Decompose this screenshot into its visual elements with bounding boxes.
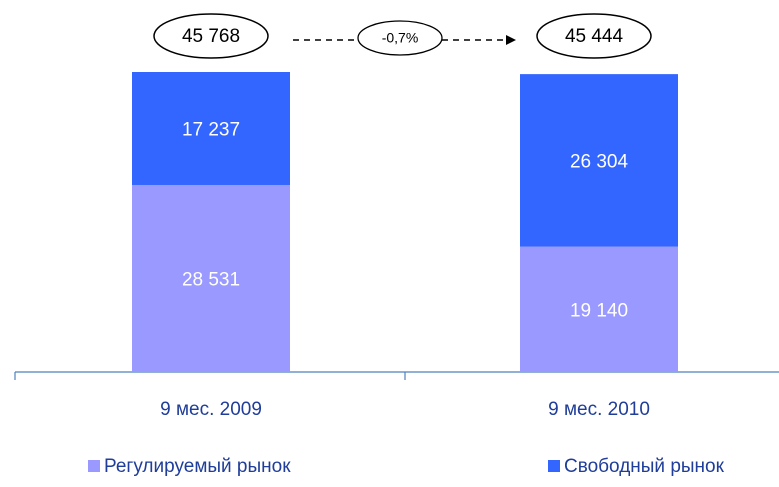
total-label: 45 444 [565, 26, 624, 47]
legend-label: Свободный рынок [564, 456, 725, 477]
total-bubble [153, 13, 269, 59]
value-label: 17 237 [182, 120, 240, 141]
bar-segment [520, 74, 678, 247]
bar-segment [132, 184, 290, 372]
total-label: 45 768 [182, 26, 240, 47]
total-bubble [536, 13, 652, 59]
x-tick-label: 9 мес. 2009 [160, 399, 262, 420]
value-label: 28 531 [182, 270, 240, 291]
x-tick-label: 9 мес. 2010 [548, 399, 650, 420]
change-bubble [357, 20, 443, 56]
change-label: -0,7% [382, 30, 419, 46]
legend-swatch [548, 460, 560, 472]
legend-label: Регулируемый рынок [104, 456, 291, 477]
legend-swatch [88, 460, 100, 472]
value-label: 26 304 [570, 151, 629, 172]
bar-segment [520, 246, 678, 372]
bar-segment [132, 72, 290, 185]
value-label: 19 140 [570, 300, 628, 321]
